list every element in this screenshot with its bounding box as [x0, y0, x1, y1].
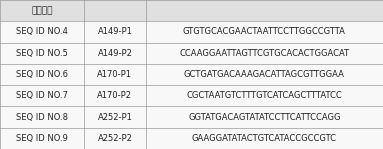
Bar: [0, 21, 383, 43]
Text: A149-P2: A149-P2: [97, 49, 133, 58]
Text: GTGTGCACGAACTAATTCCTTGGCCGTTA: GTGTGCACGAACTAATTCCTTGGCCGTTA: [183, 27, 346, 36]
Text: 序列编号: 序列编号: [31, 6, 53, 15]
Text: SEQ ID NO.6: SEQ ID NO.6: [16, 70, 68, 79]
Text: SEQ ID NO.9: SEQ ID NO.9: [16, 134, 68, 143]
Text: GAAGGATATACTGTCATACCGCCGTC: GAAGGATATACTGTCATACCGCCGTC: [192, 134, 337, 143]
Text: A149-P1: A149-P1: [97, 27, 133, 36]
Text: GGTATGACAGTATATCCTTCATTCCAGG: GGTATGACAGTATATCCTTCATTCCAGG: [188, 113, 340, 122]
Text: CCAAGGAATTAGTTCGTGCACACTGGACAT: CCAAGGAATTAGTTCGTGCACACTGGACAT: [179, 49, 349, 58]
Text: SEQ ID NO.4: SEQ ID NO.4: [16, 27, 68, 36]
Text: SEQ ID NO.8: SEQ ID NO.8: [16, 113, 68, 122]
Text: CGCTAATGTCTTTGTCATCAGCTTTATCC: CGCTAATGTCTTTGTCATCAGCTTTATCC: [187, 91, 342, 100]
Text: A170-P1: A170-P1: [97, 70, 133, 79]
Bar: [0, 106, 383, 128]
Text: SEQ ID NO.5: SEQ ID NO.5: [16, 49, 68, 58]
Bar: [0, 85, 383, 106]
Bar: [0, 64, 383, 85]
Bar: [0, 128, 383, 149]
Bar: [0, 0, 383, 21]
Text: GCTGATGACAAAGACATTAGCGTTGGAA: GCTGATGACAAAGACATTAGCGTTGGAA: [184, 70, 345, 79]
Text: A252-P2: A252-P2: [97, 134, 133, 143]
Bar: [0, 43, 383, 64]
Text: A252-P1: A252-P1: [97, 113, 133, 122]
Text: SEQ ID NO.7: SEQ ID NO.7: [16, 91, 68, 100]
Text: A170-P2: A170-P2: [97, 91, 133, 100]
